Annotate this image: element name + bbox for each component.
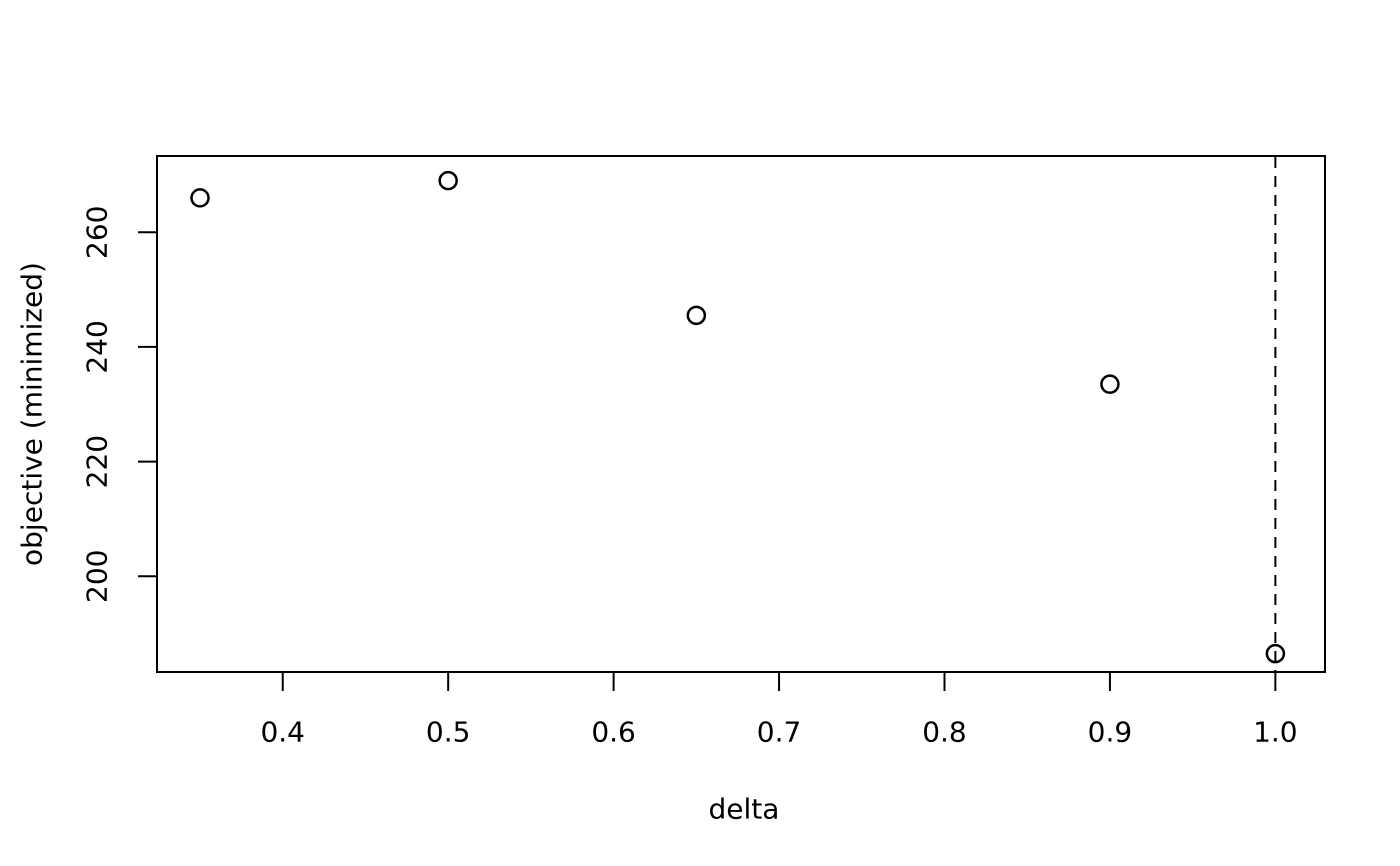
x-tick-label: 0.6 xyxy=(591,716,636,749)
y-tick-label: 240 xyxy=(81,320,114,373)
x-tick-label: 0.9 xyxy=(1088,716,1133,749)
y-tick-label: 200 xyxy=(81,550,114,603)
x-tick-label: 0.7 xyxy=(757,716,802,749)
data-point xyxy=(190,188,210,208)
x-tick-label: 0.5 xyxy=(426,716,471,749)
y-tick-label: 220 xyxy=(81,435,114,488)
data-point xyxy=(1265,643,1286,664)
data-point xyxy=(686,305,707,326)
x-tick-label: 0.4 xyxy=(260,716,305,749)
data-point xyxy=(1100,374,1120,394)
x-tick-label: 1.0 xyxy=(1253,716,1298,749)
y-axis-title: objective (minimized) xyxy=(16,262,49,566)
y-tick-label: 260 xyxy=(81,206,114,259)
plot-box xyxy=(156,155,1326,673)
data-point xyxy=(438,170,458,191)
x-axis-title: delta xyxy=(709,793,780,826)
x-tick-label: 0.8 xyxy=(922,716,967,749)
